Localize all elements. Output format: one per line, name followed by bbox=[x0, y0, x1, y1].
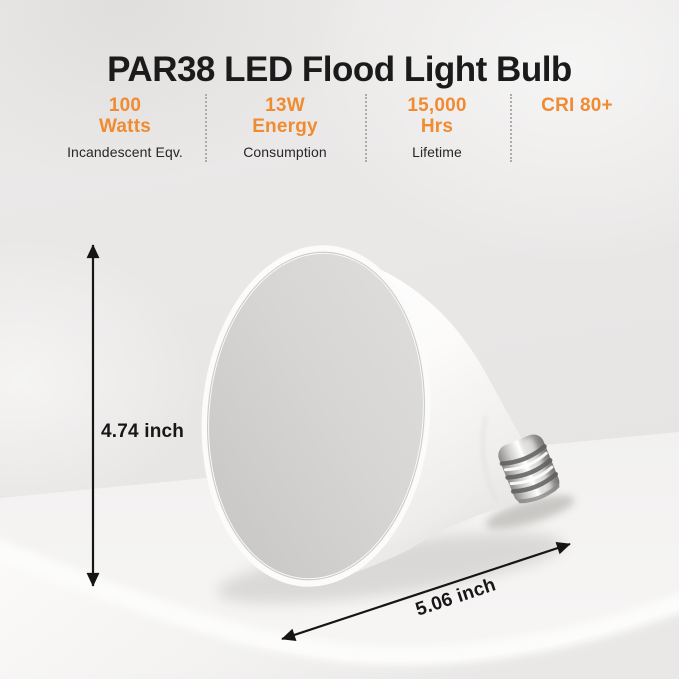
width-arrow bbox=[281, 541, 571, 642]
spec-energy-sublabel: Consumption bbox=[243, 144, 327, 160]
spec-divider bbox=[365, 94, 367, 162]
spec-lifetime-line1: 15,000 bbox=[407, 95, 467, 116]
base-shadow bbox=[485, 495, 575, 529]
spec-energy: 13W Energy Consumption bbox=[210, 95, 360, 160]
bulb-face bbox=[201, 245, 431, 587]
bulb-face-lens bbox=[209, 253, 423, 579]
height-dimension-label: 4.74 inch bbox=[101, 421, 185, 442]
spec-lifetime-sublabel: Lifetime bbox=[412, 144, 462, 160]
spec-divider bbox=[205, 94, 207, 162]
spec-energy-value: 13W Energy bbox=[210, 95, 360, 137]
spec-lifetime-line2: Hrs bbox=[420, 116, 454, 137]
spec-energy-line1: 13W bbox=[265, 95, 305, 116]
spec-wattage-line1: 100 bbox=[108, 95, 142, 116]
spec-wattage-sublabel: Incandescent Eqv. bbox=[67, 144, 183, 160]
spec-cri-value: CRI 80+ bbox=[512, 95, 642, 116]
spec-lifetime: 15,000 Hrs Lifetime bbox=[362, 95, 512, 160]
dimension-arrows bbox=[86, 244, 571, 642]
spec-cri: CRI 80+ bbox=[512, 95, 642, 116]
page-title: PAR38 LED Flood Light Bulb bbox=[107, 50, 572, 90]
spec-divider bbox=[510, 94, 512, 162]
spec-wattage-value: 100 Watts bbox=[45, 95, 205, 137]
spec-energy-line2: Energy bbox=[252, 116, 318, 137]
spec-wattage-line2: Watts bbox=[98, 116, 152, 137]
spec-wattage: 100 Watts Incandescent Eqv. bbox=[45, 95, 205, 160]
spec-cri-line1: CRI 80+ bbox=[541, 95, 613, 116]
bulb-neck-crease bbox=[481, 415, 499, 503]
board-rounded-edge bbox=[0, 539, 679, 666]
spec-lifetime-value: 15,000 Hrs bbox=[362, 95, 512, 137]
e26-screw-base bbox=[498, 434, 560, 504]
front-floor bbox=[0, 552, 679, 679]
